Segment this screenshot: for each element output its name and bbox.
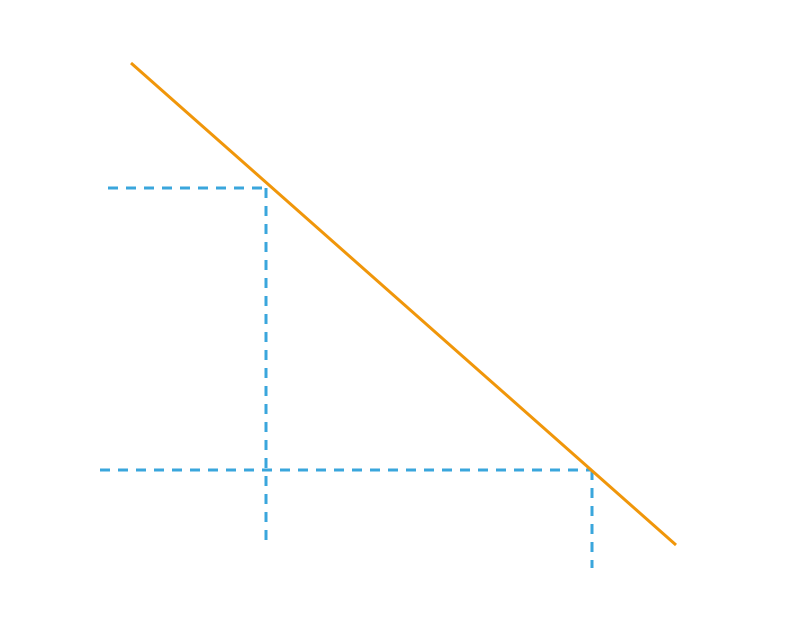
sloped-line [130,61,677,547]
